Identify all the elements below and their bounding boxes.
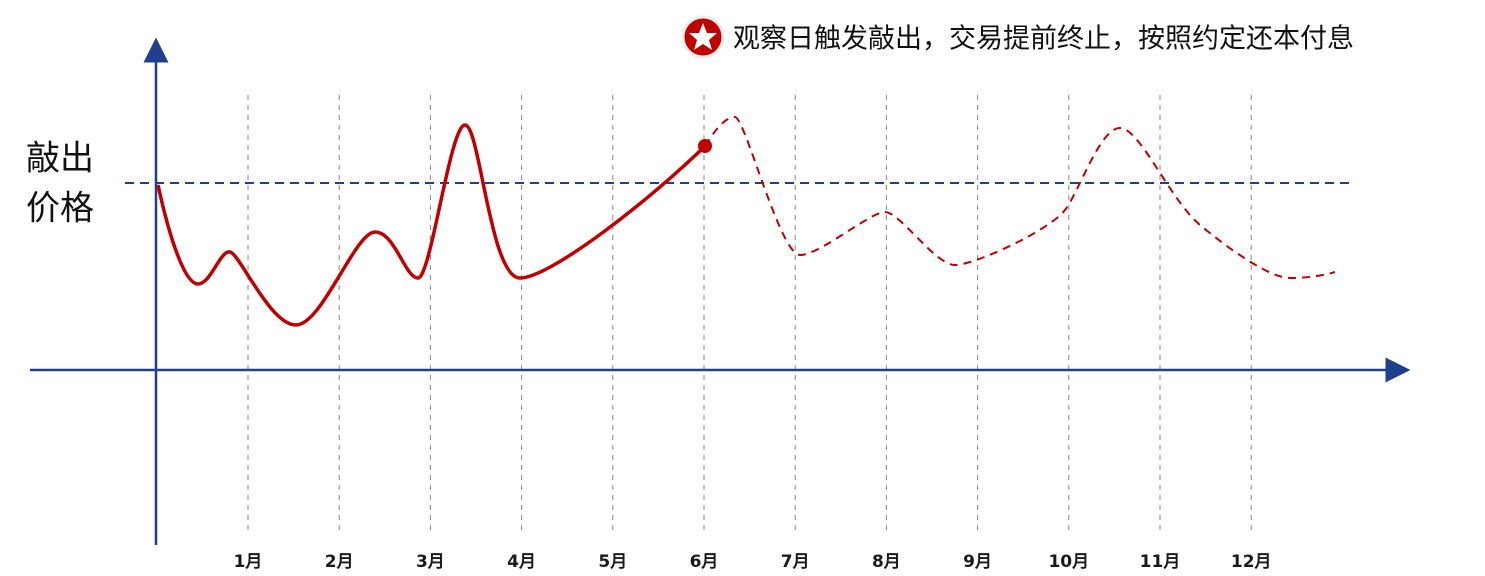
annotation: 观察日触发敲出，交易提前终止，按照约定还本付息 <box>733 24 1354 55</box>
month-label: 9月 <box>963 552 992 572</box>
month-label: 11月 <box>1140 552 1181 572</box>
hypothetical-path <box>704 115 1336 280</box>
month-label: 12月 <box>1231 552 1272 572</box>
month-label: 5月 <box>598 552 627 572</box>
month-label: 4月 <box>507 552 536 572</box>
month-label: 2月 <box>325 552 354 572</box>
background-pattern <box>700 150 1485 576</box>
knock-out-label: 敲出 <box>26 139 94 179</box>
month-label: 1月 <box>234 552 263 572</box>
month-grid <box>247 95 1252 530</box>
month-label: 7月 <box>781 552 810 572</box>
knock-out-label: 价格 <box>26 189 94 229</box>
month-label: 8月 <box>872 552 901 572</box>
price-path <box>156 123 707 327</box>
annotation-icon <box>681 15 725 59</box>
month-label: 6月 <box>690 552 719 572</box>
knock-out-point <box>698 139 712 153</box>
month-label: 10月 <box>1048 552 1089 572</box>
month-label: 3月 <box>416 552 445 572</box>
